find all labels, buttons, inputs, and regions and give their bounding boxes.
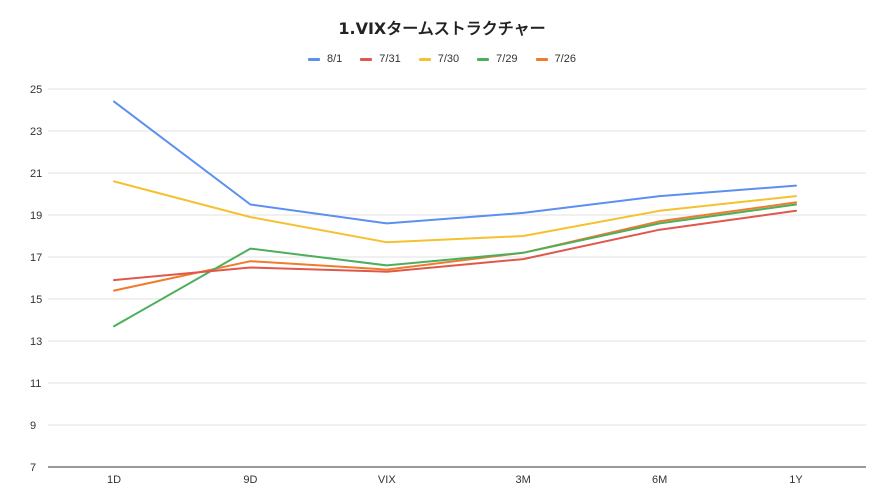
legend-label: 7/30	[437, 53, 460, 65]
series-line-7-29	[113, 203, 797, 328]
series-line-7-31	[113, 209, 797, 282]
series-line-7-26	[113, 201, 797, 292]
legend-swatch	[418, 57, 431, 61]
legend-swatch	[308, 57, 320, 61]
x-tick-label: 6M	[652, 474, 667, 486]
y-tick-label: 19	[30, 210, 42, 222]
x-tick-label: VIX	[378, 474, 396, 486]
y-tick-label: 9	[30, 420, 36, 432]
legend-item: 7/29	[477, 53, 518, 65]
legend-swatch	[360, 57, 373, 61]
legend-label: 7/29	[496, 53, 518, 65]
chart-title: 1.VIXタームストラクチャー	[338, 19, 546, 38]
y-tick-label: 21	[30, 168, 42, 180]
x-tick-label: 9D	[243, 474, 257, 486]
x-tick-label: 1D	[107, 474, 121, 486]
y-tick-label: 13	[30, 336, 42, 348]
y-tick-label: 11	[30, 378, 41, 390]
legend-swatch	[535, 57, 548, 61]
y-tick-label: 23	[30, 126, 42, 138]
legend-swatch	[477, 57, 490, 61]
series-line-8-1	[113, 100, 797, 225]
legend: 8/1 7/31 7/30 7/29 7/26	[0, 53, 884, 65]
legend-item: 7/31	[360, 53, 401, 65]
legend-item: 8/1	[308, 53, 342, 65]
y-tick-label: 7	[30, 462, 36, 474]
y-tick-label: 25	[30, 84, 42, 96]
legend-label: 7/26	[554, 53, 576, 65]
x-tick-label: 3M	[516, 474, 531, 486]
y-tick-label: 15	[30, 294, 42, 306]
legend-label: 8/1	[327, 53, 343, 65]
y-tick-label: 17	[30, 252, 42, 264]
legend-item: 7/30	[418, 53, 460, 65]
legend-item: 7/26	[535, 53, 576, 65]
x-tick-label: 1Y	[789, 474, 803, 486]
series-line-7-30	[113, 180, 797, 244]
legend-label: 7/31	[379, 53, 401, 65]
